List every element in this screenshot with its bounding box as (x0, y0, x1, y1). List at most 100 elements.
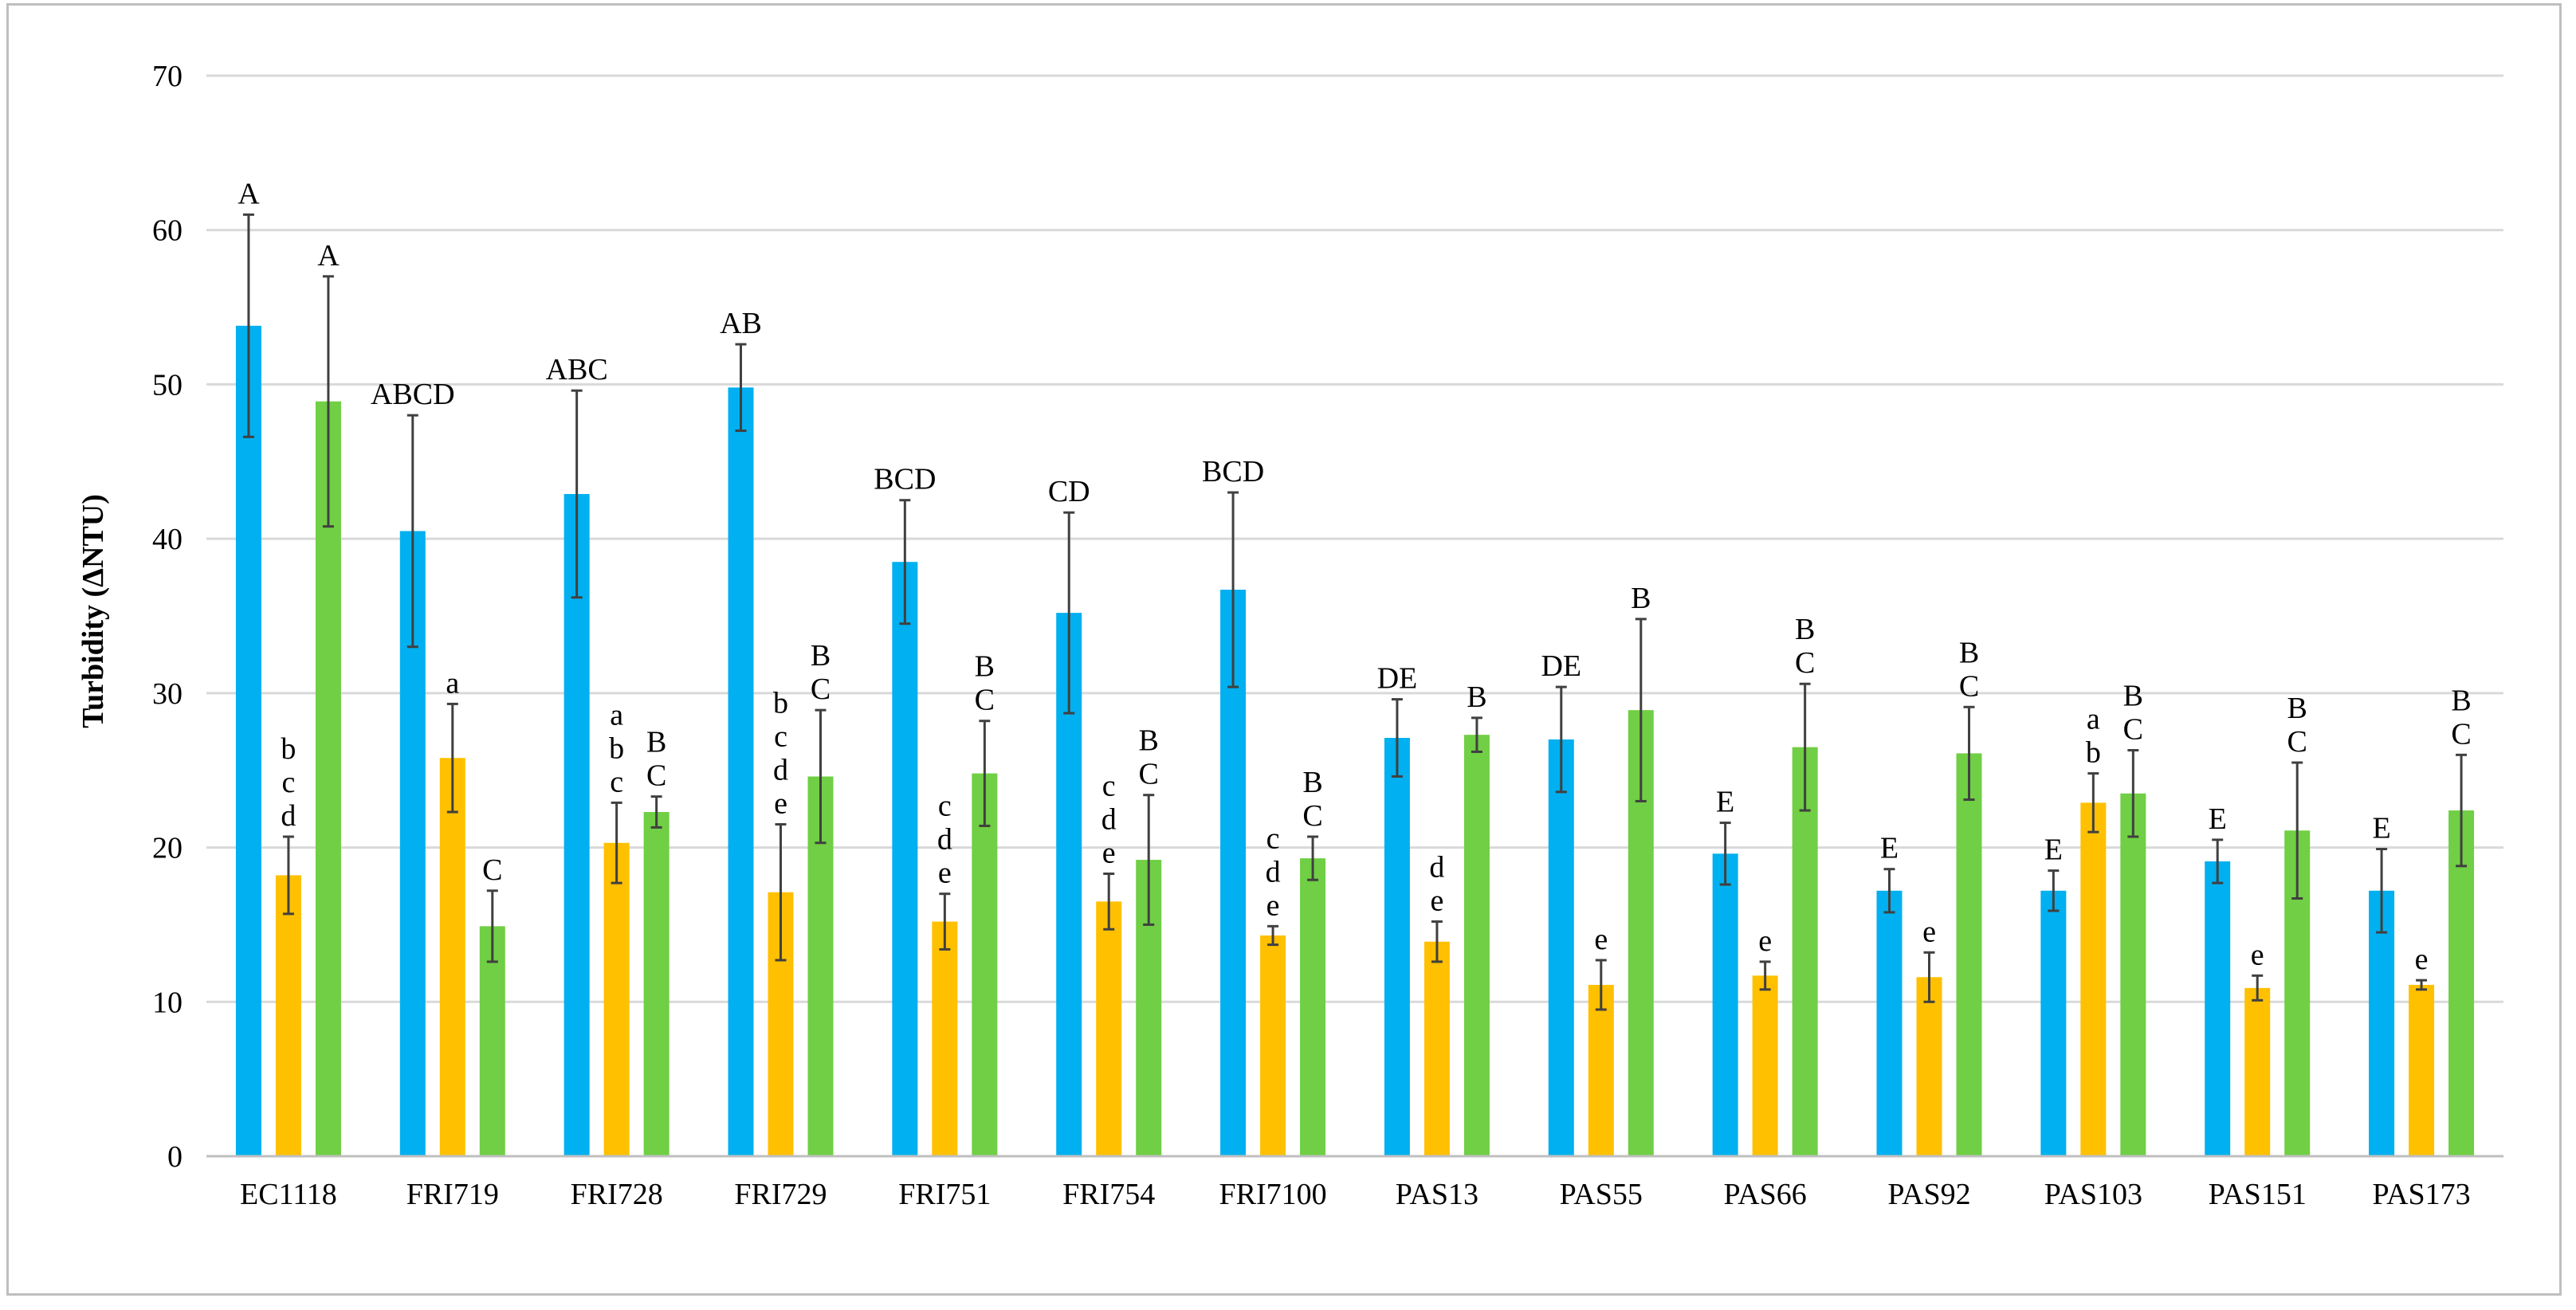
y-tick-label: 50 (152, 368, 183, 402)
significance-letter: C (482, 853, 502, 887)
significance-letter: E (2372, 812, 2390, 845)
significance-letter: c (1266, 822, 1280, 855)
significance-letter: BCD (1202, 455, 1264, 488)
bar (603, 842, 630, 1156)
significance-letter: B (2123, 680, 2143, 713)
bar (1463, 735, 1490, 1156)
y-axis-title: Turbidity (ΔNTU) (77, 494, 110, 728)
bar (2040, 890, 2067, 1156)
significance-letter: B (1959, 636, 1979, 669)
bar (479, 926, 505, 1156)
significance-letter: e (1102, 837, 1116, 870)
significance-letter: e (1430, 884, 1443, 918)
significance-letter: e (774, 787, 787, 821)
bar (1588, 984, 1614, 1156)
significance-letter: E (1716, 786, 1734, 819)
x-tick-label: PAS151 (2209, 1178, 2307, 1211)
significance-letter: B (1631, 582, 1651, 615)
bar (972, 773, 998, 1156)
bar (2409, 984, 2435, 1156)
x-tick-label: EC1118 (240, 1178, 337, 1211)
x-tick-label: PAS92 (1887, 1178, 1970, 1211)
significance-letter: B (646, 726, 666, 759)
significance-letter: e (1758, 924, 1772, 958)
significance-letter: B (1795, 613, 1815, 646)
bar (439, 758, 465, 1156)
significance-letter: DE (1541, 649, 1581, 683)
significance-letter: d (773, 754, 788, 787)
x-tick-label: FRI751 (898, 1178, 991, 1211)
significance-letter: B (975, 650, 995, 684)
significance-letter: e (2251, 938, 2264, 971)
significance-letter: e (938, 857, 952, 890)
significance-letter: d (1101, 803, 1117, 837)
bar (1384, 738, 1410, 1156)
significance-letter: C (1795, 646, 1815, 680)
bar (1548, 739, 1574, 1156)
x-tick-label: FRI754 (1062, 1178, 1155, 1211)
bar (1916, 977, 1942, 1156)
gridlines (206, 74, 2503, 1003)
bar (2120, 793, 2146, 1156)
bar (1260, 935, 1286, 1156)
significance-letter: AB (720, 307, 762, 340)
significance-letter: C (2123, 713, 2143, 747)
x-tick-label: PAS173 (2372, 1178, 2470, 1211)
axes: 0 10 20 30 40 50 60 70 EC1118 FRI719 FRI728 FRI729 F… (152, 60, 2503, 1211)
significance-letter: e (1266, 888, 1280, 922)
significance-letter: C (975, 684, 995, 717)
y-tick-label: 20 (152, 832, 183, 865)
x-tick-label: FRI728 (571, 1178, 663, 1211)
bar (1752, 975, 1778, 1156)
significance-letter: b (281, 732, 296, 766)
bar (275, 875, 301, 1156)
significance-letter: c (281, 766, 295, 799)
x-tick-label: FRI719 (406, 1178, 499, 1211)
bar (2369, 890, 2395, 1156)
x-tick-label: PAS103 (2044, 1178, 2142, 1211)
significance-letter: E (1880, 832, 1899, 865)
significance-letter: DE (1377, 662, 1418, 696)
x-tick-label: PAS55 (1560, 1178, 1643, 1211)
bar-chart: AbcdAABCDaCABCabcBCABbcdeBCBCDcdeBCCDcde… (77, 60, 2503, 1211)
significance-letter: b (773, 687, 788, 720)
significance-letter: d (281, 799, 296, 833)
significance-letter: B (811, 639, 831, 673)
significance-letter: a (446, 666, 459, 700)
y-tick-label: 10 (152, 986, 183, 1019)
y-tick-label: 40 (152, 523, 183, 556)
y-tick-label: 0 (167, 1140, 183, 1174)
significance-letter: ABCD (371, 378, 455, 411)
significance-letter: C (1959, 669, 1979, 703)
y-tick-label: 30 (152, 677, 183, 711)
significance-letter: C (811, 673, 831, 706)
significance-letter: b (2086, 736, 2101, 770)
significance-letter: B (1467, 680, 1486, 714)
bar (1876, 890, 1903, 1156)
significance-letter: C (1139, 758, 1159, 791)
bar (1300, 858, 1326, 1156)
bar (1096, 901, 1122, 1156)
significance-letter: C (646, 759, 666, 793)
y-tick-label: 70 (152, 60, 183, 93)
bar (235, 325, 261, 1156)
significance-letter: c (610, 765, 623, 798)
x-tick-label: FRI7100 (1219, 1178, 1327, 1211)
significance-letter: CD (1048, 475, 1090, 508)
bar (564, 493, 590, 1156)
bar (2080, 802, 2107, 1156)
significance-letter: c (774, 720, 787, 754)
bar (932, 921, 958, 1156)
bar (2205, 861, 2231, 1156)
bar (1956, 753, 1982, 1156)
significance-letter: B (2287, 692, 2307, 725)
bar (728, 387, 754, 1156)
significance-letter: e (1922, 915, 1936, 948)
significance-letter: A (238, 177, 260, 210)
significance-letter: C (2287, 725, 2307, 759)
significance-letter: A (317, 239, 340, 273)
bar (2244, 987, 2271, 1156)
significance-letter: d (1429, 851, 1444, 884)
significance-letter: E (2209, 802, 2227, 836)
